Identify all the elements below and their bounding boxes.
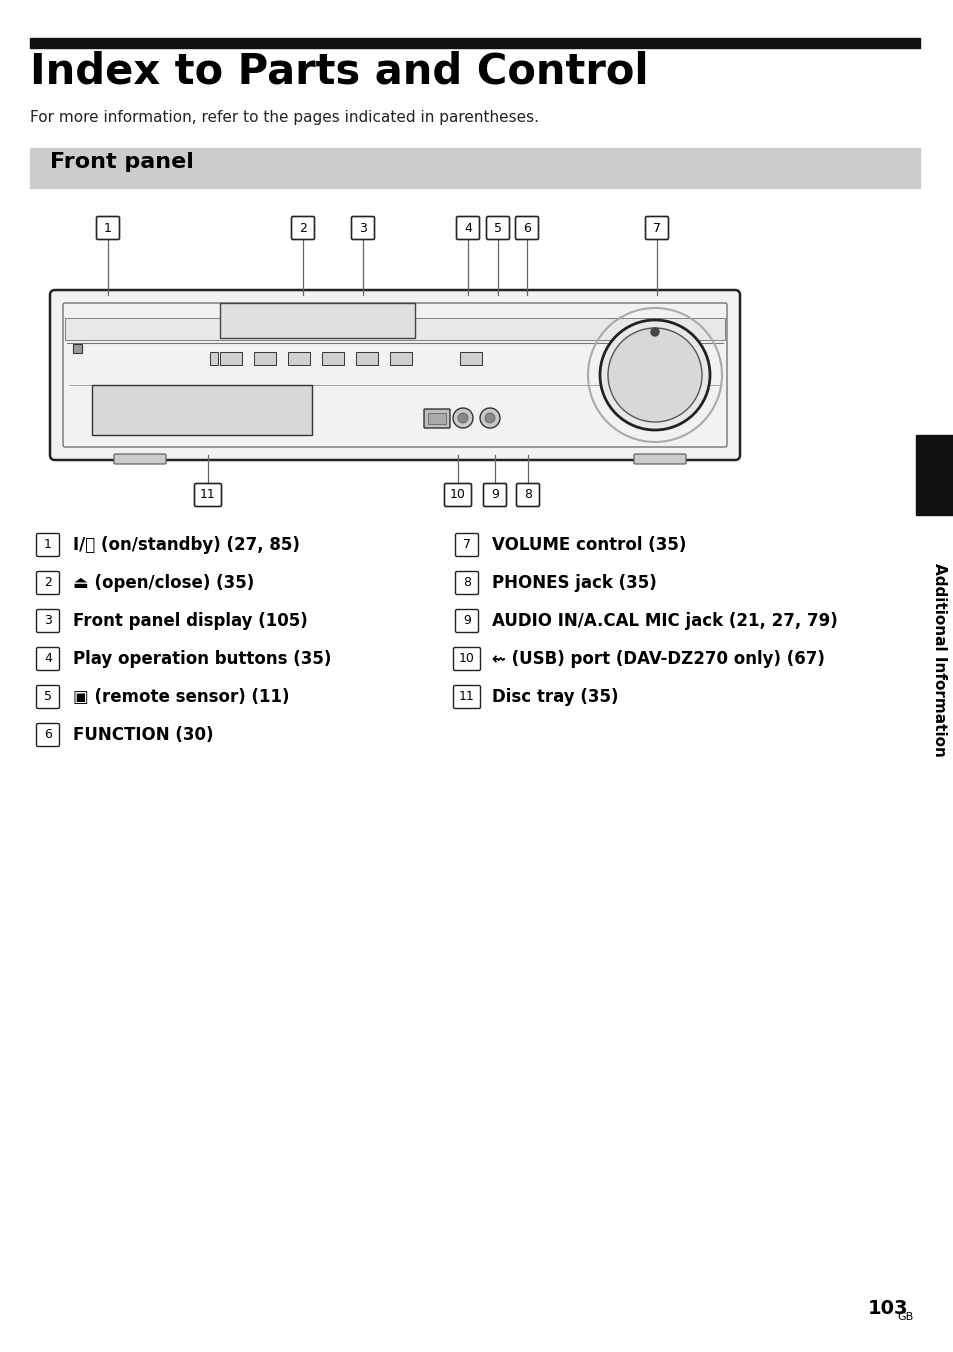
Bar [355,352,377,365]
FancyBboxPatch shape [486,216,509,239]
FancyBboxPatch shape [36,572,59,595]
Bar [322,352,344,365]
Text: 1: 1 [44,538,51,552]
Bar [428,412,446,425]
Text: Disc tray (35): Disc tray (35) [492,688,618,706]
Text: 3: 3 [44,615,51,627]
Text: GB: GB [896,1311,912,1322]
Text: FUNCTION (30): FUNCTION (30) [73,726,213,744]
FancyBboxPatch shape [292,216,314,239]
FancyBboxPatch shape [456,216,479,239]
Text: 7: 7 [462,538,471,552]
Text: Front panel display (105): Front panel display (105) [73,612,308,630]
Text: 2: 2 [298,222,307,234]
Bar [220,303,415,338]
FancyBboxPatch shape [455,610,478,633]
FancyBboxPatch shape [36,610,59,633]
Text: 8: 8 [523,488,532,502]
FancyBboxPatch shape [423,410,450,429]
Text: 2: 2 [44,576,51,589]
Bar [30,38,919,49]
FancyBboxPatch shape [634,454,685,464]
FancyBboxPatch shape [36,723,59,746]
Bar [253,352,275,365]
Text: 103: 103 [867,1299,907,1318]
Bar [390,352,412,365]
Text: ⏏ (open/close) (35): ⏏ (open/close) (35) [73,575,254,592]
Circle shape [607,329,701,422]
Bar [288,352,310,365]
Bar [73,343,82,353]
FancyBboxPatch shape [453,648,480,671]
Text: 5: 5 [44,691,52,703]
FancyBboxPatch shape [36,534,59,557]
Bar [915,435,953,515]
Circle shape [457,412,468,423]
Text: 5: 5 [494,222,501,234]
Bar [210,352,218,365]
Text: Front panel: Front panel [50,151,193,172]
Text: For more information, refer to the pages indicated in parentheses.: For more information, refer to the pages… [30,110,538,124]
FancyBboxPatch shape [36,685,59,708]
Circle shape [453,408,473,429]
Bar [65,318,724,339]
Circle shape [479,408,499,429]
Bar [30,147,919,188]
Text: 9: 9 [491,488,498,502]
FancyBboxPatch shape [645,216,668,239]
Text: Play operation buttons (35): Play operation buttons (35) [73,650,331,668]
Text: 11: 11 [200,488,215,502]
Text: ⇜ (USB) port (DAV-DZ270 only) (67): ⇜ (USB) port (DAV-DZ270 only) (67) [492,650,824,668]
Text: 8: 8 [462,576,471,589]
Text: Additional Information: Additional Information [931,562,946,757]
Text: AUDIO IN/A.CAL MIC jack (21, 27, 79): AUDIO IN/A.CAL MIC jack (21, 27, 79) [492,612,837,630]
Circle shape [650,329,659,337]
Circle shape [599,320,709,430]
FancyBboxPatch shape [455,534,478,557]
Text: 7: 7 [652,222,660,234]
Bar [459,352,481,365]
Circle shape [484,412,495,423]
Text: 3: 3 [358,222,367,234]
FancyBboxPatch shape [455,572,478,595]
Text: 1: 1 [104,222,112,234]
Text: 4: 4 [44,653,51,665]
Text: 6: 6 [522,222,531,234]
Text: ▣ (remote sensor) (11): ▣ (remote sensor) (11) [73,688,289,706]
FancyBboxPatch shape [96,216,119,239]
FancyBboxPatch shape [516,484,539,507]
FancyBboxPatch shape [50,289,740,460]
Bar [91,385,312,435]
FancyBboxPatch shape [444,484,471,507]
Text: 6: 6 [44,729,51,741]
FancyBboxPatch shape [351,216,375,239]
FancyBboxPatch shape [113,454,166,464]
FancyBboxPatch shape [515,216,537,239]
FancyBboxPatch shape [483,484,506,507]
Text: I/⏻ (on/standby) (27, 85): I/⏻ (on/standby) (27, 85) [73,535,299,554]
Text: 10: 10 [458,653,475,665]
Text: VOLUME control (35): VOLUME control (35) [492,535,685,554]
Bar [220,352,242,365]
FancyBboxPatch shape [36,648,59,671]
Text: PHONES jack (35): PHONES jack (35) [492,575,656,592]
Text: 9: 9 [462,615,471,627]
Text: 11: 11 [458,691,475,703]
Text: Index to Parts and Control: Index to Parts and Control [30,50,648,92]
FancyBboxPatch shape [453,685,480,708]
FancyBboxPatch shape [194,484,221,507]
Text: 4: 4 [463,222,472,234]
Text: 10: 10 [450,488,465,502]
